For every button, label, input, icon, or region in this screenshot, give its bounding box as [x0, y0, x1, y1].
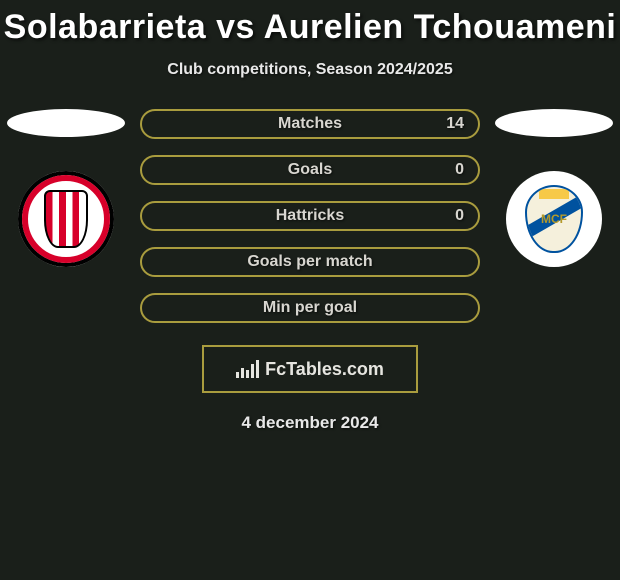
stat-row-matches: Matches 14: [140, 109, 480, 139]
stat-label: Matches: [278, 115, 342, 133]
left-club-badge: [18, 171, 114, 267]
stat-label: Hattricks: [276, 207, 344, 225]
stat-value-right: 0: [455, 161, 464, 179]
brand-chart-icon: [236, 360, 259, 378]
brand-text: FcTables.com: [265, 359, 384, 380]
stat-value-right: 0: [455, 207, 464, 225]
stats-column: Matches 14 Goals 0 Hattricks 0 Goals per…: [140, 109, 480, 323]
comparison-row: Matches 14 Goals 0 Hattricks 0 Goals per…: [0, 109, 620, 323]
stat-label: Goals: [288, 161, 332, 179]
right-club-badge: MCF: [506, 171, 602, 267]
stat-row-hattricks: Hattricks 0: [140, 201, 480, 231]
stat-row-min-per-goal: Min per goal: [140, 293, 480, 323]
page-title: Solabarrieta vs Aurelien Tchouameni: [0, 0, 620, 47]
date-line: 4 december 2024: [0, 413, 620, 433]
stat-value-right: 14: [446, 115, 464, 133]
right-player-col: MCF: [494, 109, 614, 267]
stat-row-goals-per-match: Goals per match: [140, 247, 480, 277]
stat-label: Min per goal: [263, 299, 357, 317]
subtitle: Club competitions, Season 2024/2025: [0, 61, 620, 79]
brand-box[interactable]: FcTables.com: [202, 345, 418, 393]
left-player-photo: [7, 109, 125, 137]
right-player-photo: [495, 109, 613, 137]
left-player-col: [6, 109, 126, 267]
stat-label: Goals per match: [247, 253, 372, 271]
stat-row-goals: Goals 0: [140, 155, 480, 185]
